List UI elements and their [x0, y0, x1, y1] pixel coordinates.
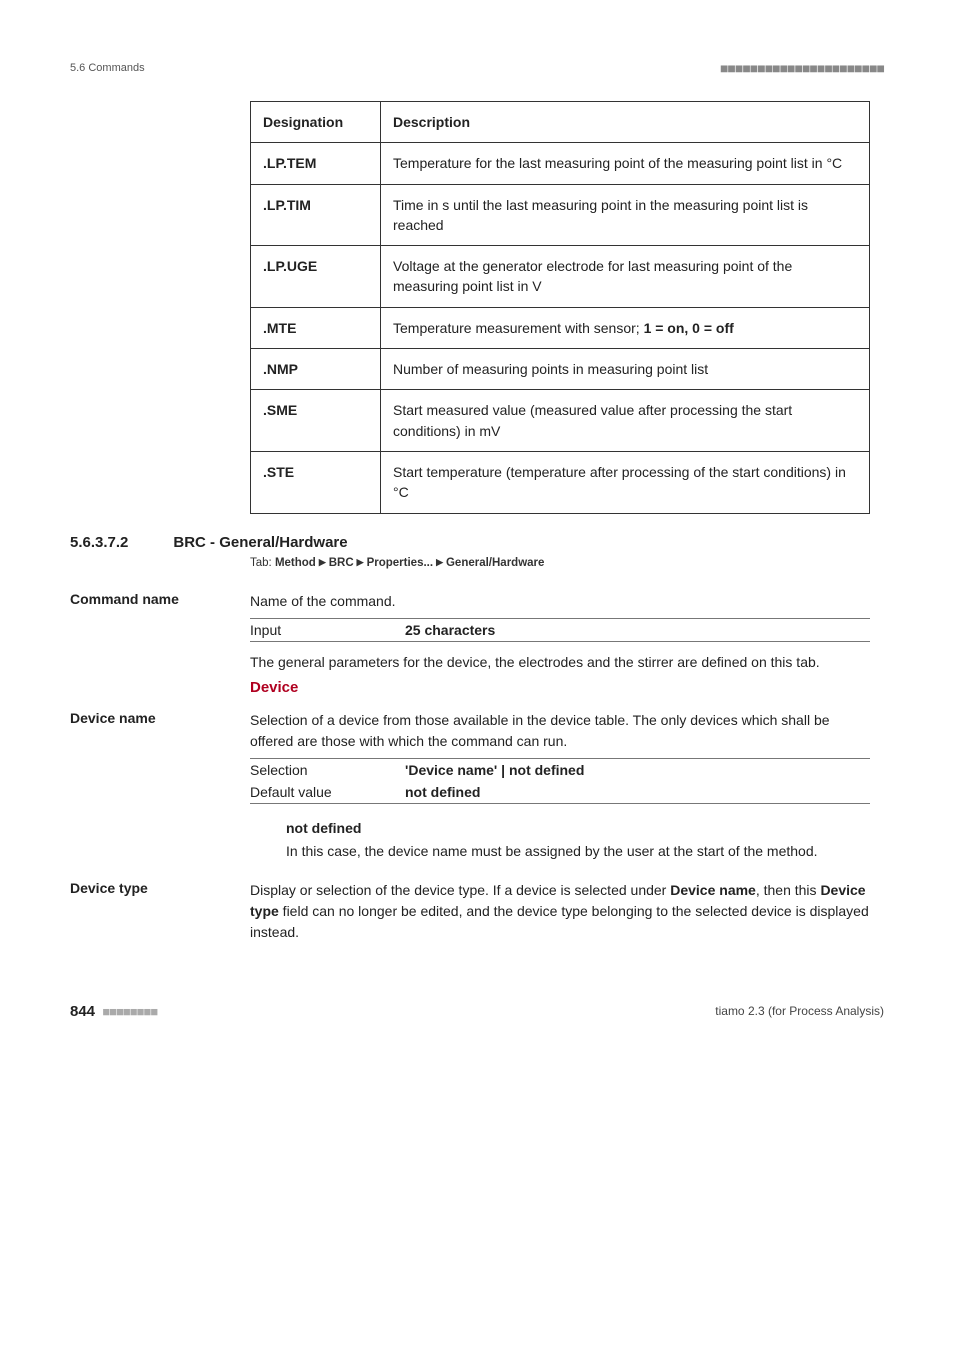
page-header: 5.6 Commands ■■■■■■■■■■■■■■■■■■■■■■: [70, 60, 884, 76]
table-header-designation: Designation: [251, 102, 381, 143]
table-row-description: Temperature for the last measuring point…: [381, 143, 870, 184]
table-row-designation: .STE: [251, 451, 381, 513]
notdefined-block: not defined In this case, the device nam…: [286, 818, 870, 862]
input-value: 25 characters: [405, 618, 870, 641]
device-row-value: not defined: [405, 781, 870, 804]
table-row-designation: .LP.TIM: [251, 184, 381, 246]
table-row-designation: .LP.UGE: [251, 246, 381, 308]
input-label: Input: [250, 618, 405, 641]
section-title: BRC - General/Hardware: [173, 534, 347, 551]
device-row-label: Selection: [250, 758, 405, 781]
table-row-designation: .MTE: [251, 307, 381, 348]
command-name-label: Command name: [70, 591, 250, 673]
device-row-value: 'Device name' | not defined: [405, 758, 870, 781]
table-row-description: Time in s until the last measuring point…: [381, 184, 870, 246]
section-heading: 5.6.3.7.2 BRC - General/Hardware: [70, 534, 884, 551]
table-row-description: Voltage at the generator electrode for l…: [381, 246, 870, 308]
device-row-label: Default value: [250, 781, 405, 804]
table-header-description: Description: [381, 102, 870, 143]
notdefined-desc: In this case, the device name must be as…: [286, 841, 870, 862]
page-number: 844: [70, 1003, 95, 1020]
device-heading: Device: [250, 679, 884, 696]
table-row-description: Number of measuring points in measuring …: [381, 349, 870, 390]
table-row-designation: .LP.TEM: [251, 143, 381, 184]
device-name-label: Device name: [70, 710, 250, 814]
table-row-description: Start temperature (temperature after pro…: [381, 451, 870, 513]
section-number: 5.6.3.7.2: [70, 534, 128, 551]
device-type-desc: Display or selection of the device type.…: [250, 880, 870, 943]
tab-path: Tab: Method▶BRC▶Properties...▶General/Ha…: [250, 557, 884, 569]
notdefined-label: not defined: [286, 818, 870, 839]
command-name-desc: Name of the command.: [250, 591, 870, 612]
table-row-description: Temperature measurement with sensor; 1 =…: [381, 307, 870, 348]
table-row-designation: .NMP: [251, 349, 381, 390]
device-name-desc: Selection of a device from those availab…: [250, 710, 870, 752]
designation-table: Designation Description .LP.TEMTemperatu…: [250, 101, 870, 514]
section-ref: 5.6 Commands: [70, 62, 145, 74]
table-row-description: Start measured value (measured value aft…: [381, 390, 870, 452]
page-footer: 844 ■■■■■■■■ tiamo 2.3 (for Process Anal…: [70, 1003, 884, 1020]
footer-dots: ■■■■■■■■: [102, 1004, 157, 1019]
device-type-label: Device type: [70, 880, 250, 943]
table-row-designation: .SME: [251, 390, 381, 452]
header-dots: ■■■■■■■■■■■■■■■■■■■■■■: [720, 60, 884, 76]
footer-right: tiamo 2.3 (for Process Analysis): [715, 1004, 884, 1018]
command-name-note: The general parameters for the device, t…: [250, 652, 870, 673]
